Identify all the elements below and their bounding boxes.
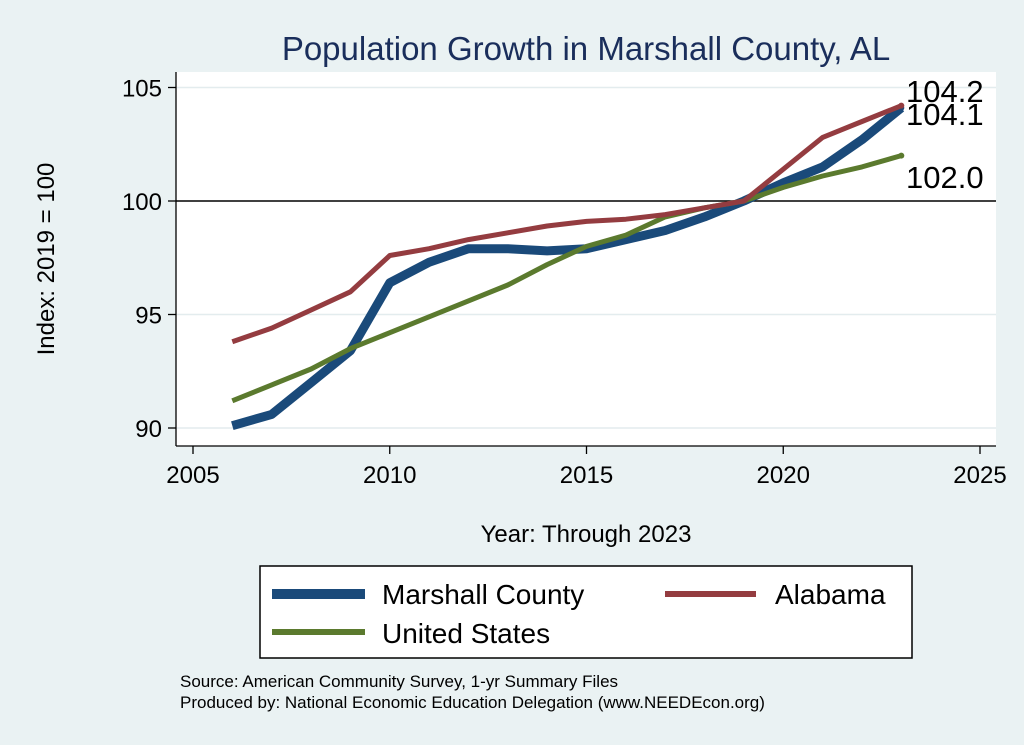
source-line: Source: American Community Survey, 1-yr … [180, 672, 618, 691]
legend: Marshall County Alabama United States [259, 565, 913, 659]
y-tick-label-105: 105 [122, 76, 162, 103]
x-tick-label-2015: 2015 [560, 462, 613, 489]
end-label-alabama: 104.2 [906, 74, 984, 109]
y-tick-label-90: 90 [135, 416, 162, 443]
series-endpoint-alabama [898, 102, 905, 109]
x-tick-label-2020: 2020 [757, 462, 810, 489]
x-tick-label-2025: 2025 [953, 462, 1006, 489]
producer-line: Produced by: National Economic Education… [180, 693, 765, 712]
series-endpoint-united-states [898, 152, 905, 159]
series-line-alabama [231, 103, 903, 345]
end-label-united-states: 102.0 [906, 160, 984, 195]
series-line-marshall-county [231, 104, 905, 431]
x-axis-label: Year: Through 2023 [481, 521, 692, 548]
legend-label-marshall-county: Marshall County [382, 579, 584, 610]
legend-label-united-states: United States [382, 618, 550, 649]
series-line-united-states [231, 153, 902, 404]
x-tick-label-2005: 2005 [166, 462, 219, 489]
legend-label-alabama: Alabama [775, 579, 886, 610]
chart-title: Population Growth in Marshall County, AL [282, 30, 890, 67]
axes: 90 95 100 105 2005 2010 2015 2020 2025 [122, 72, 1007, 489]
series-lines [231, 102, 905, 431]
y-axis-label: Index: 2019 = 100 [33, 163, 60, 356]
x-tick-label-2010: 2010 [363, 462, 416, 489]
y-tick-label-95: 95 [135, 303, 162, 330]
y-tick-label-100: 100 [122, 189, 162, 216]
legend-box [259, 565, 913, 659]
end-label-marshall-county: 104.1 [906, 97, 984, 132]
gridlines [176, 86, 996, 429]
